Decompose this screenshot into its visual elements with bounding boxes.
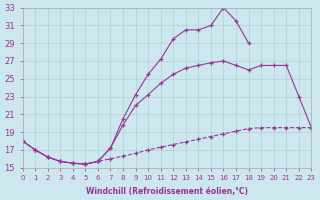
X-axis label: Windchill (Refroidissement éolien,°C): Windchill (Refroidissement éolien,°C): [86, 187, 248, 196]
